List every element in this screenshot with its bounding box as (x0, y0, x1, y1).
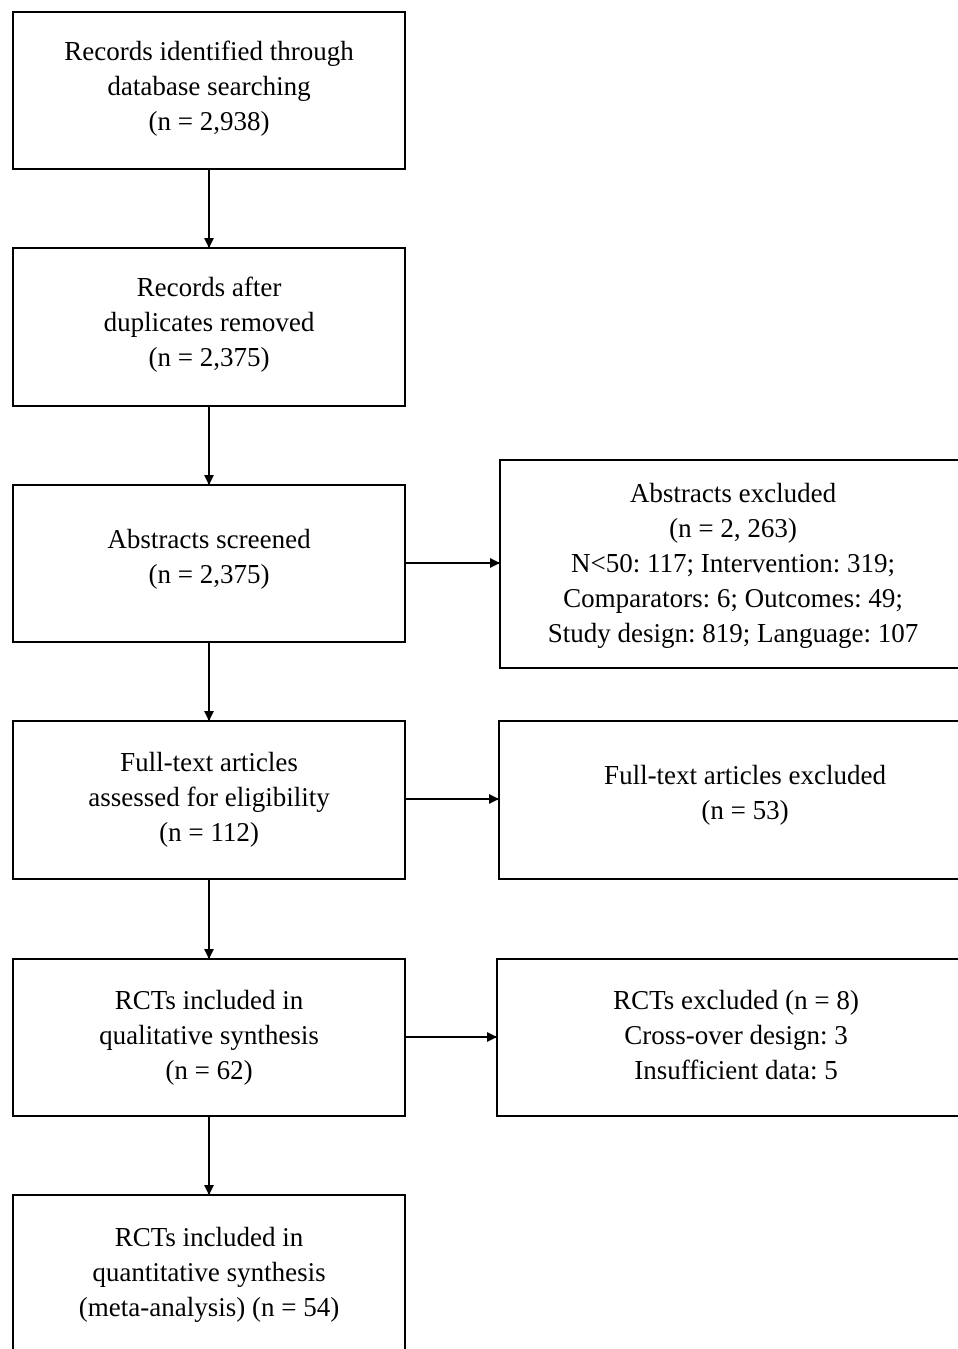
box-text: (n = 112) (159, 817, 259, 847)
box-text: (n = 2,375) (149, 342, 270, 372)
box-text: Full-text articles excluded (604, 760, 886, 790)
box-text: (n = 2,375) (149, 559, 270, 589)
box-text: Abstracts screened (107, 524, 311, 554)
box (498, 720, 958, 880)
box-text: (n = 53) (701, 795, 788, 825)
box-text: Comparators: 6; Outcomes: 49; (563, 583, 903, 613)
box-text: (meta-analysis) (n = 54) (79, 1292, 339, 1322)
box-text: (n = 2, 263) (669, 513, 797, 543)
box-text: assessed for eligibility (88, 782, 330, 812)
box-text: Cross-over design: 3 (624, 1020, 847, 1050)
box-text: RCTs included in (115, 985, 304, 1015)
box-text: Abstracts excluded (630, 478, 837, 508)
box-text: database searching (107, 71, 310, 101)
box-text: RCTs excluded (n = 8) (613, 985, 859, 1015)
box-text: Records identified through (64, 36, 354, 66)
box-text: (n = 2,938) (149, 106, 270, 136)
box-text: Full-text articles (120, 747, 298, 777)
box-text: RCTs included in (115, 1222, 304, 1252)
box (496, 958, 958, 1117)
box-text: Insufficient data: 5 (634, 1055, 837, 1085)
box-text: Study design: 819; Language: 107 (548, 618, 918, 648)
box-text: duplicates removed (104, 307, 315, 337)
box-text: N<50: 117; Intervention: 319; (571, 548, 895, 578)
box-text: qualitative synthesis (99, 1020, 319, 1050)
box (499, 459, 958, 669)
box-text: quantitative synthesis (92, 1257, 325, 1287)
box (12, 1194, 406, 1349)
box-text: Records after (137, 272, 282, 302)
box-text: (n = 62) (165, 1055, 252, 1085)
